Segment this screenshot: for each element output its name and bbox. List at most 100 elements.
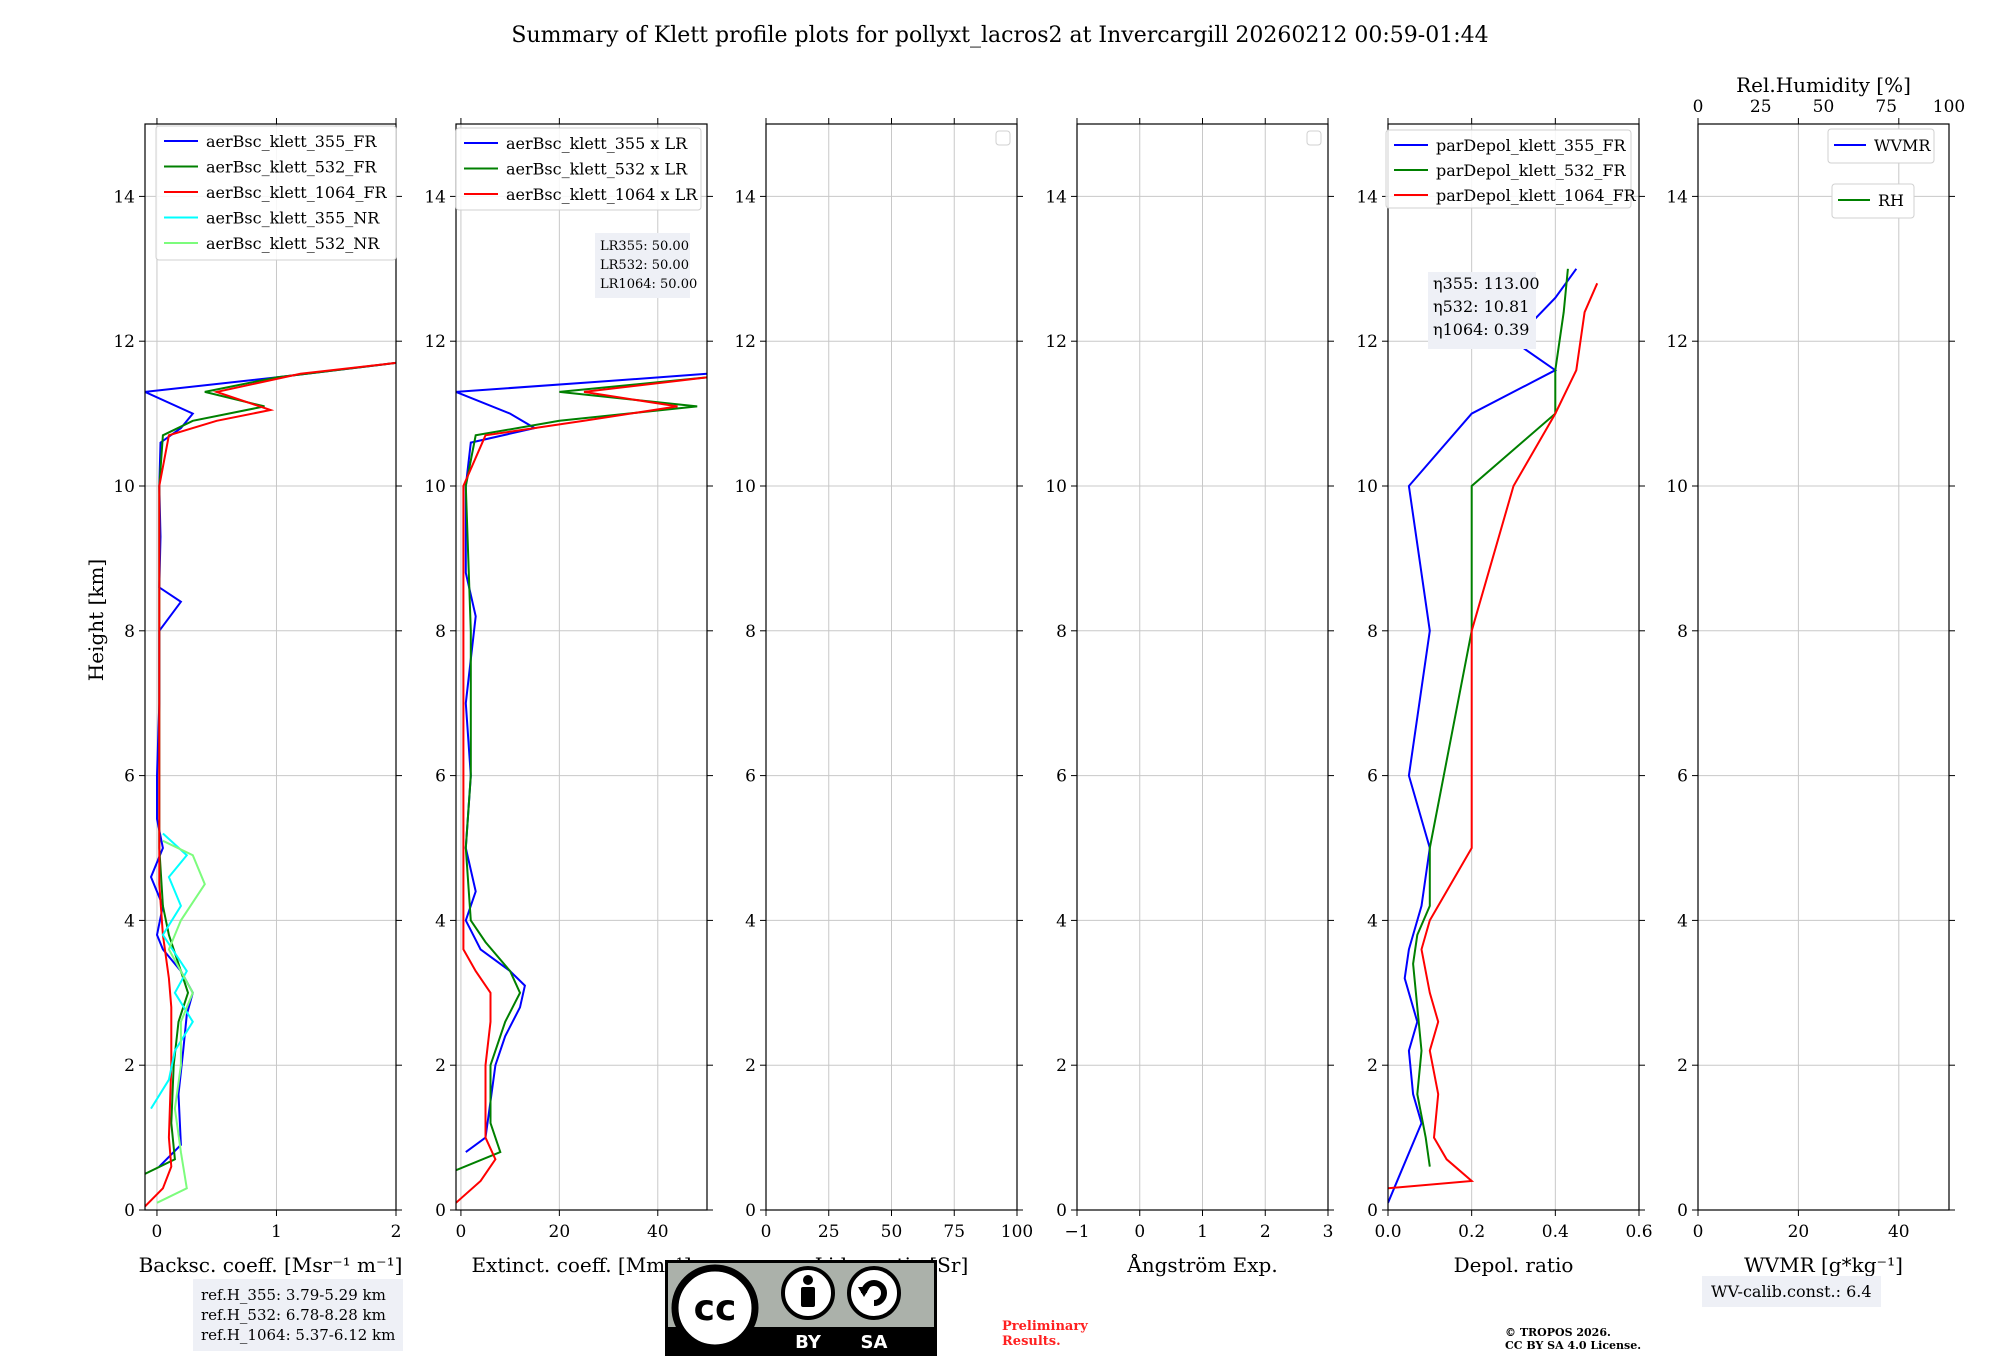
legend-empty-box [1306,130,1322,146]
y-tick-label: 10 [734,477,756,497]
copyright-line-2: CC BY SA 4.0 License. [1505,1339,1642,1352]
x-tick-label: 0 [1693,1222,1704,1242]
top-axis-label: Rel.Humidity [%] [1736,73,1911,97]
x-tick-label: 0.0 [1374,1222,1401,1242]
annotation-text: η355: 113.00 [1433,274,1540,293]
y-tick-label: 14 [1045,187,1067,207]
panel-extinction: 0 2 4 6 8 10 12 14 0 20 40 Extinct. coeff. [Mm⁻¹] ae… [424,118,713,1277]
series-line-parDepol_klett_355_FR [1388,268,1578,1204]
x-tick-label: 40 [1888,1222,1910,1242]
y-axis-label: Height [km] [84,559,108,681]
axes-frame [455,123,708,1211]
y-tick-label: 12 [1666,332,1688,352]
legend-entry: RH [1878,191,1904,210]
y-tick-label: 8 [1677,622,1688,642]
wv-calibration-box: WV-calib.const.: 6.4 [1702,1276,1881,1307]
legend-box [455,127,702,211]
x-tick-label: 20 [549,1222,571,1242]
x-tick-label: 0 [1134,1222,1145,1242]
preliminary-note: Preliminary Results. [1002,1319,1088,1349]
panel-wvmr: 0 2 4 6 8 10 12 14 0 20 40 WVMR [g*kg⁻¹] 0 25 50 75 100 R… [1666,73,1965,1277]
ref-height-355: ref.H_355: 3.79-5.29 km [201,1286,386,1304]
y-tick-label: 8 [1367,622,1378,642]
ref-height-532: ref.H_532: 6.78-8.28 km [201,1306,386,1324]
y-tick-label: 8 [745,622,756,642]
legend-entry: parDepol_klett_355_FR [1436,136,1627,155]
x-tick-label: 50 [881,1222,903,1242]
preliminary-line-1: Preliminary [1002,1319,1088,1334]
series-group [1388,268,1599,1204]
legend-entry: aerBsc_klett_355 x LR [506,134,688,153]
y-tick-label: 14 [734,187,756,207]
y-tick-label: 4 [1677,911,1688,931]
series-line-aerBsc_klett_1064 x LR [456,376,707,1204]
by-person-body [801,1287,815,1307]
y-tick-label: 6 [1367,767,1378,787]
y-tick-label: 0 [124,1201,135,1221]
x-tick-label: 0 [761,1222,772,1242]
legend-box [155,125,397,261]
top-x-tick-label: 75 [1875,97,1897,117]
preliminary-line-2: Results. [1002,1334,1061,1349]
ref-height-1064: ref.H_1064: 5.37-6.12 km [201,1326,396,1344]
axes-frame [144,123,397,1211]
legend-entry: aerBsc_klett_1064 x LR [506,185,698,204]
legend-entry: aerBsc_klett_355_NR [206,209,380,228]
y-tick-label: 2 [1367,1056,1378,1076]
y-tick-label: 0 [1677,1201,1688,1221]
x-tick-label: −1 [1064,1222,1089,1242]
x-tick-label: 0.2 [1458,1222,1485,1242]
legend-entry: aerBsc_klett_532_FR [206,158,377,177]
y-tick-label: 12 [113,332,135,352]
y-tick-label: 10 [1666,477,1688,497]
x-axis-label: Backsc. coeff. [Msr⁻¹ m⁻¹] [139,1253,403,1277]
by-person-head [803,1275,813,1285]
annotation-text: η532: 10.81 [1433,297,1529,316]
annotation-box [595,233,690,298]
x-tick-label: 3 [1323,1222,1334,1242]
sa-text: SA [861,1332,888,1353]
reference-heights-box: ref.H_355: 3.79-5.29 km ref.H_532: 6.78-… [193,1279,404,1351]
legend-entry: aerBsc_klett_1064_FR [206,183,388,202]
x-tick-label: 2 [1260,1222,1271,1242]
legend-entry: parDepol_klett_532_FR [1436,161,1627,180]
top-x-tick-label: 0 [1693,97,1704,117]
x-tick-label: 1 [1197,1222,1208,1242]
panel-lidar_ratio: 024681012140255075100Lidar ratio [Sr] [734,118,1033,1277]
series-line-aerBsc_klett_532_NR [156,839,206,1204]
y-tick-label: 12 [1356,332,1378,352]
sa-share-icon [847,1266,901,1320]
y-tick-label: 10 [113,477,135,497]
x-tick-label: 20 [1788,1222,1810,1242]
cc-icon [671,1264,759,1352]
y-tick-label: 2 [1056,1056,1067,1076]
y-tick-label: 12 [424,332,446,352]
series-line-aerBsc_klett_1064_FR [145,361,396,1208]
y-tick-label: 14 [1356,187,1378,207]
x-tick-label: 25 [818,1222,840,1242]
x-axis-label: Depol. ratio [1454,1253,1574,1277]
annotation-text: LR532: 50.00 [600,258,689,273]
y-tick-label: 12 [734,332,756,352]
y-tick-label: 4 [435,911,446,931]
y-tick-label: 4 [1367,911,1378,931]
y-tick-label: 10 [1356,477,1378,497]
series-line-aerBsc_klett_355_FR [145,361,396,1168]
y-tick-label: 2 [124,1056,135,1076]
annotation-text: LR355: 50.00 [600,239,689,254]
by-text: BY [795,1332,822,1353]
legend-box [1827,128,1935,164]
series-line-aerBsc_klett_532 x LR [456,376,707,1172]
y-tick-label: 14 [1666,187,1688,207]
legend-entry: aerBsc_klett_355_FR [206,132,377,151]
legend-empty-box [995,130,1011,146]
annotation-text: LR1064: 50.00 [600,277,697,292]
annotation-text: η1064: 0.39 [1433,320,1529,339]
y-tick-label: 6 [1677,767,1688,787]
y-tick-label: 0 [745,1201,756,1221]
y-tick-label: 0 [435,1201,446,1221]
y-tick-label: 4 [1056,911,1067,931]
